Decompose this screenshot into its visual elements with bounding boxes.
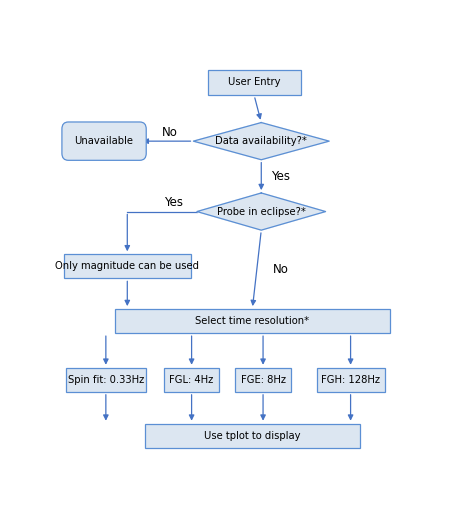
Text: Yes: Yes xyxy=(272,170,290,183)
Text: Unavailable: Unavailable xyxy=(75,136,134,146)
FancyBboxPatch shape xyxy=(115,309,390,333)
FancyBboxPatch shape xyxy=(164,368,219,392)
Text: No: No xyxy=(273,263,289,276)
Text: Yes: Yes xyxy=(164,197,183,209)
Text: FGL: 4Hz: FGL: 4Hz xyxy=(170,375,214,385)
Text: Only magnitude can be used: Only magnitude can be used xyxy=(55,261,199,271)
FancyBboxPatch shape xyxy=(207,70,301,95)
Text: Spin fit: 0.33Hz: Spin fit: 0.33Hz xyxy=(68,375,144,385)
Text: No: No xyxy=(162,126,178,139)
FancyBboxPatch shape xyxy=(236,368,291,392)
Text: Select time resolution*: Select time resolution* xyxy=(195,316,309,326)
Text: Use tplot to display: Use tplot to display xyxy=(204,431,301,441)
FancyBboxPatch shape xyxy=(62,122,146,161)
Polygon shape xyxy=(197,193,325,230)
Text: User Entry: User Entry xyxy=(228,78,280,87)
FancyBboxPatch shape xyxy=(65,368,146,392)
FancyBboxPatch shape xyxy=(145,424,360,448)
Polygon shape xyxy=(193,122,329,160)
FancyBboxPatch shape xyxy=(317,368,384,392)
FancyBboxPatch shape xyxy=(64,254,191,278)
Text: FGH: 128Hz: FGH: 128Hz xyxy=(321,375,380,385)
Text: Data availability?*: Data availability?* xyxy=(215,136,307,146)
Text: FGE: 8Hz: FGE: 8Hz xyxy=(241,375,285,385)
Text: Probe in eclipse?*: Probe in eclipse?* xyxy=(217,207,306,216)
